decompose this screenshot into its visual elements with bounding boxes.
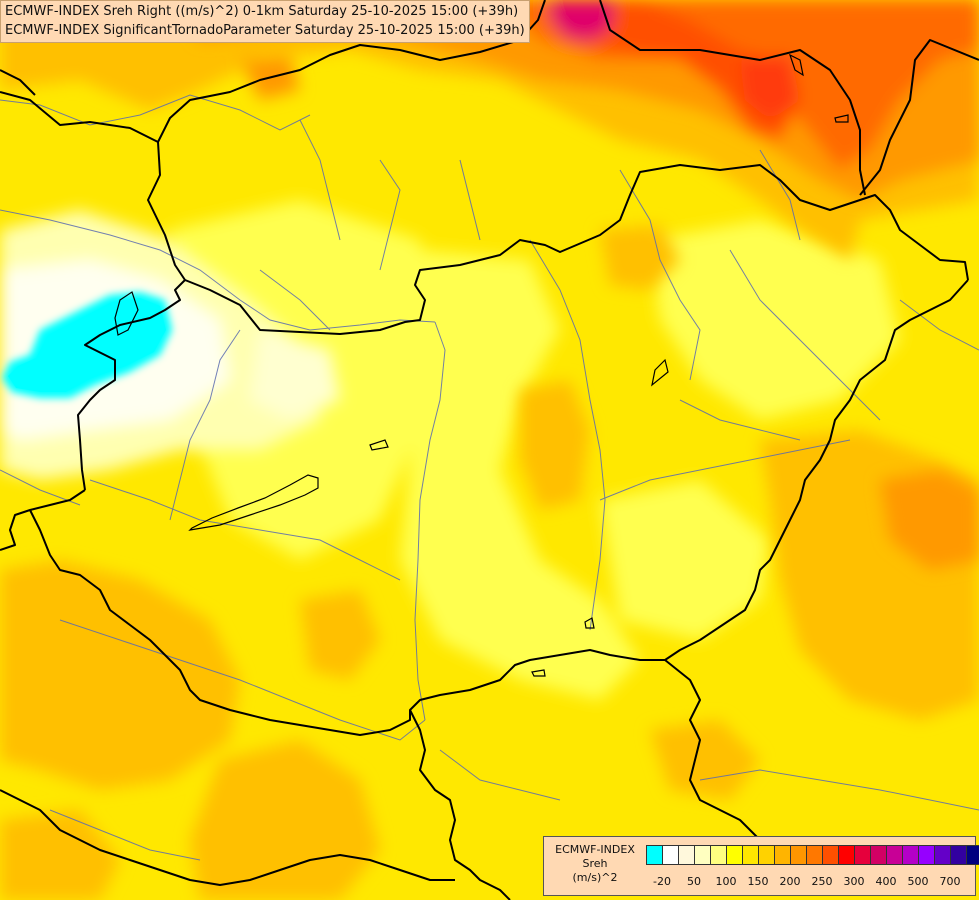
- legend-swatch: [806, 845, 822, 865]
- legend-tick-label: 700: [939, 875, 961, 888]
- legend-label-line-1: ECMWF-INDEX: [555, 843, 635, 856]
- title-line-2: ECMWF-INDEX SignificantTornadoParameter …: [5, 23, 525, 38]
- lakes: [114, 53, 849, 677]
- legend-swatch: [662, 845, 678, 865]
- legend-swatch: [790, 845, 806, 865]
- rivers: [0, 94, 979, 861]
- lake-neusiedl: [114, 291, 139, 336]
- legend-swatch: [694, 845, 710, 865]
- legend-swatches: [646, 845, 979, 867]
- legend-swatch: [678, 845, 694, 865]
- legend-swatch: [934, 845, 950, 865]
- legend-swatch: [854, 845, 870, 865]
- legend-tick-label: 50: [687, 875, 701, 888]
- legend-swatch: [838, 845, 854, 865]
- legend-tick-label: 250: [811, 875, 833, 888]
- legend-swatch: [726, 845, 742, 865]
- field-orange: [180, 0, 979, 570]
- color-legend: ECMWF-INDEX Sreh (m/s)^2 -20 50 100 150 200 2…: [543, 836, 979, 896]
- legend-swatch: [950, 845, 966, 865]
- legend-label-line-2: Sreh: [582, 857, 608, 870]
- legend-label: ECMWF-INDEX Sreh (m/s)^2: [548, 843, 642, 885]
- legend-swatch: [886, 845, 902, 865]
- legend-swatch: [758, 845, 774, 865]
- lake-balaton: [188, 474, 319, 531]
- title-line-1: ECMWF-INDEX Sreh Right ((m/s)^2) 0-1km S…: [5, 4, 519, 19]
- legend-tick-label: 500: [907, 875, 929, 888]
- legend-tick-label: 400: [875, 875, 897, 888]
- legend-swatch: [742, 845, 758, 865]
- map-title-box: ECMWF-INDEX Sreh Right ((m/s)^2) 0-1km S…: [0, 0, 530, 43]
- legend-tick-label: 150: [747, 875, 769, 888]
- legend-swatch: [870, 845, 886, 865]
- legend-tick-label: -20: [653, 875, 671, 888]
- legend-tick-label: 200: [779, 875, 801, 888]
- legend-tick-label: 300: [843, 875, 865, 888]
- legend-swatch: [646, 845, 662, 865]
- legend-swatch: [710, 845, 726, 865]
- legend-swatch: [966, 845, 979, 865]
- legend-swatch: [902, 845, 918, 865]
- legend-label-line-3: (m/s)^2: [572, 871, 618, 884]
- legend-swatch: [918, 845, 934, 865]
- legend-swatch: [822, 845, 838, 865]
- legend-swatch: [774, 845, 790, 865]
- legend-tick-label: 100: [715, 875, 737, 888]
